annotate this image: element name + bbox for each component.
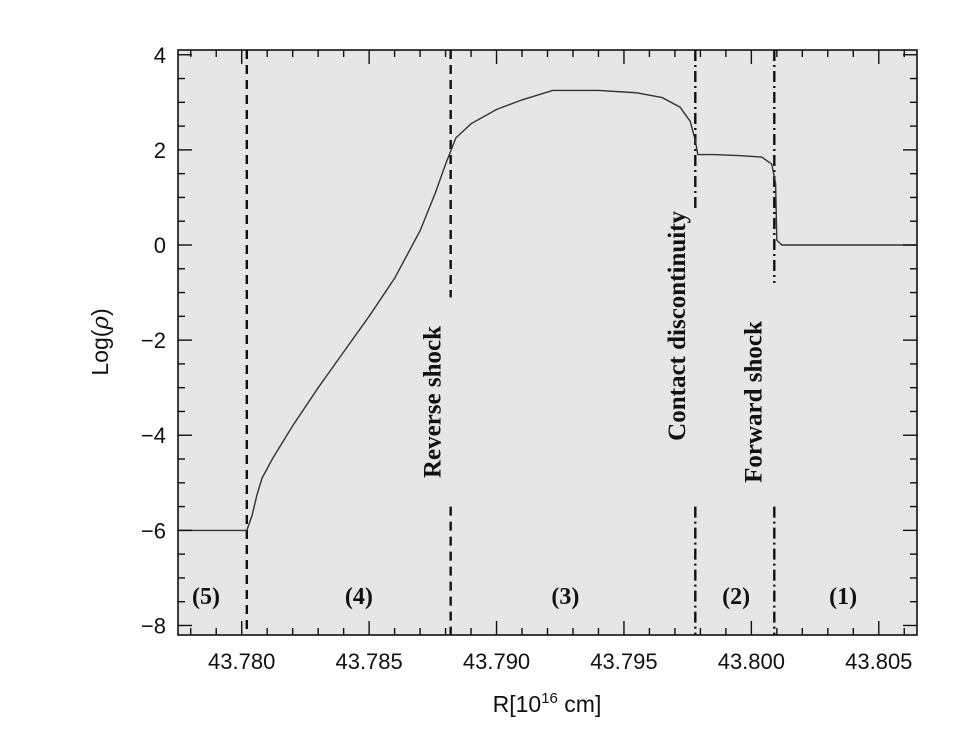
y-tick-label: 4: [154, 43, 166, 68]
annotation-label: Forward shock: [741, 321, 768, 483]
x-tick-label: 43.795: [590, 649, 657, 674]
y-tick-label: 0: [154, 233, 166, 258]
y-tick-label: −2: [141, 328, 166, 353]
x-tick-label: 43.790: [463, 649, 530, 674]
region-label: (2): [722, 584, 750, 610]
x-tick-labels: 43.780 43.785 43.790 43.795 43.800 43.805: [208, 649, 912, 674]
annotation-label: Contact discontinuity: [664, 210, 691, 440]
region-label: (1): [829, 584, 857, 610]
y-tick-label: −4: [141, 423, 166, 448]
y-tick-label: −6: [141, 518, 166, 543]
plot-frame: [177, 49, 918, 636]
y-axis-title: Log(ρ): [87, 308, 114, 375]
axis-ticks: [178, 50, 917, 635]
region-label: (4): [345, 584, 373, 610]
x-tick-label: 43.800: [718, 649, 785, 674]
y-tick-labels: −8 −6 −4 −2 0 2 4: [141, 43, 166, 639]
shock-annotations: Reverse shock Contact discontinuity Forwar…: [420, 210, 768, 482]
x-tick-label: 43.780: [208, 649, 275, 674]
x-tick-label: 43.805: [845, 649, 912, 674]
x-axis-title: R[1016 cm]: [493, 690, 602, 717]
plot-background: [178, 50, 917, 635]
region-label: (3): [551, 584, 579, 610]
region-boundary-lines: [245, 50, 776, 635]
density-curve: [178, 89, 917, 532]
x-tick-label: 43.785: [335, 649, 402, 674]
annotation-label: Reverse shock: [420, 326, 447, 478]
y-tick-label: 2: [154, 138, 166, 163]
region-labels: (5) (4) (3) (2) (1): [192, 584, 857, 610]
y-tick-label: −8: [141, 613, 166, 638]
region-label: (5): [192, 584, 220, 610]
